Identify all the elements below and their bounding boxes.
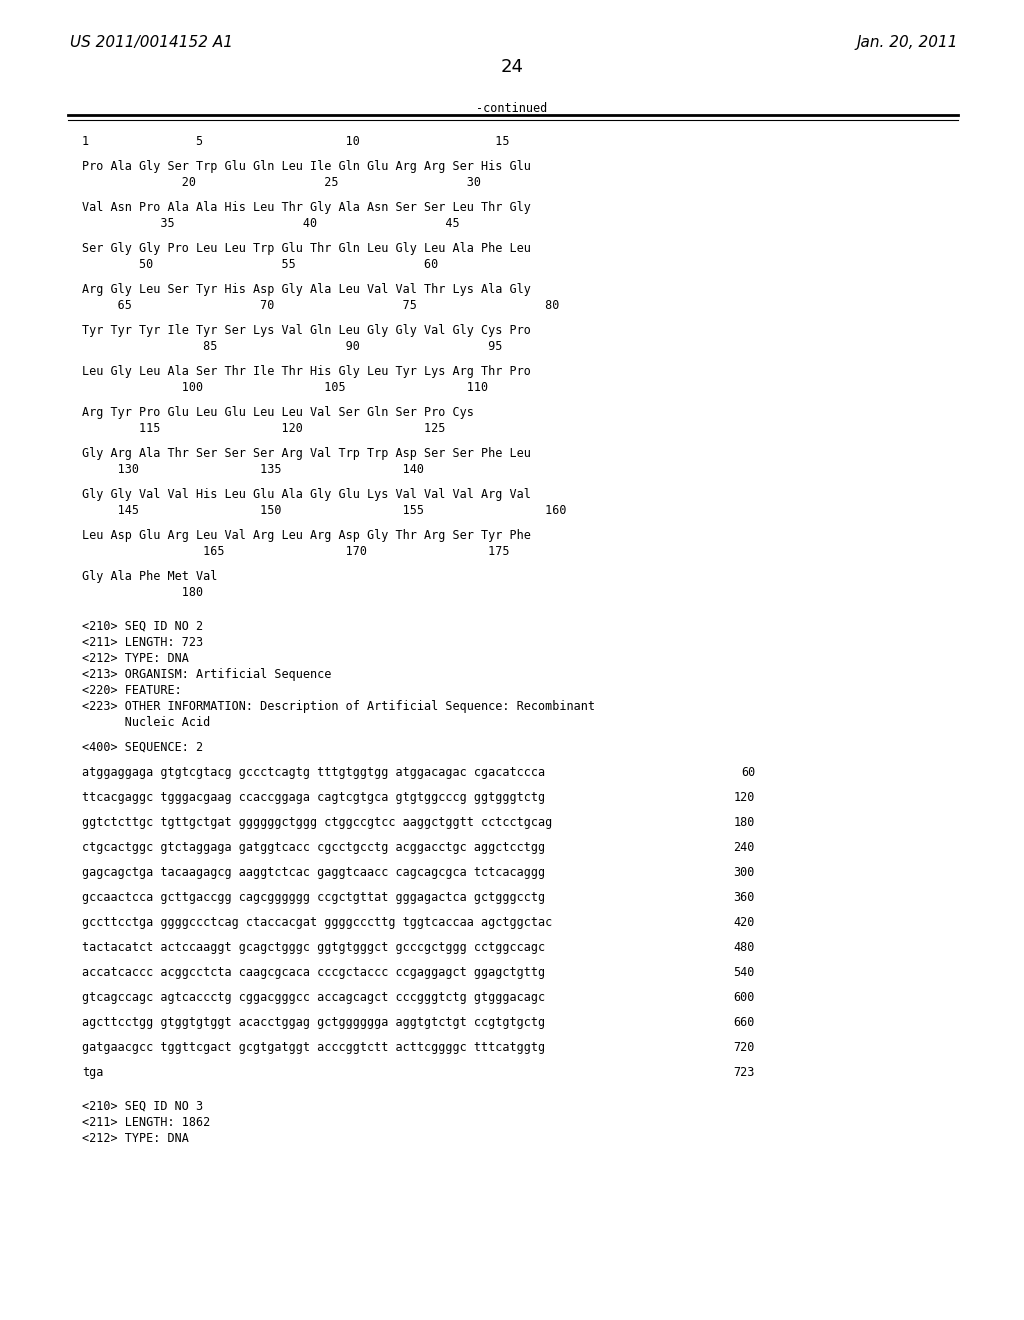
Text: 300: 300: [733, 866, 755, 879]
Text: 660: 660: [733, 1016, 755, 1030]
Text: ctgcactggc gtctaggaga gatggtcacc cgcctgcctg acggacctgc aggctcctgg: ctgcactggc gtctaggaga gatggtcacc cgcctgc…: [82, 841, 545, 854]
Text: 24: 24: [501, 58, 523, 77]
Text: 480: 480: [733, 941, 755, 954]
Text: 240: 240: [733, 841, 755, 854]
Text: accatcaccc acggcctcta caagcgcaca cccgctaccc ccgaggagct ggagctgttg: accatcaccc acggcctcta caagcgcaca cccgcta…: [82, 966, 545, 979]
Text: 65                  70                  75                  80: 65 70 75 80: [82, 300, 559, 312]
Text: 180: 180: [82, 586, 203, 599]
Text: gccttcctga ggggccctcag ctaccacgat ggggcccttg tggtcaccaa agctggctac: gccttcctga ggggccctcag ctaccacgat ggggcc…: [82, 916, 552, 929]
Text: gccaactcca gcttgaccgg cagcgggggg ccgctgttat gggagactca gctgggcctg: gccaactcca gcttgaccgg cagcgggggg ccgctgt…: [82, 891, 545, 904]
Text: Gly Ala Phe Met Val: Gly Ala Phe Met Val: [82, 570, 217, 583]
Text: <210> SEQ ID NO 2: <210> SEQ ID NO 2: [82, 620, 203, 634]
Text: 20                  25                  30: 20 25 30: [82, 176, 481, 189]
Text: US 2011/0014152 A1: US 2011/0014152 A1: [70, 36, 233, 50]
Text: <211> LENGTH: 723: <211> LENGTH: 723: [82, 636, 203, 649]
Text: 360: 360: [733, 891, 755, 904]
Text: Leu Asp Glu Arg Leu Val Arg Leu Arg Asp Gly Thr Arg Ser Tyr Phe: Leu Asp Glu Arg Leu Val Arg Leu Arg Asp …: [82, 529, 530, 543]
Text: <210> SEQ ID NO 3: <210> SEQ ID NO 3: [82, 1100, 203, 1113]
Text: Pro Ala Gly Ser Trp Glu Gln Leu Ile Gln Glu Arg Arg Ser His Glu: Pro Ala Gly Ser Trp Glu Gln Leu Ile Gln …: [82, 160, 530, 173]
Text: 85                  90                  95: 85 90 95: [82, 341, 503, 352]
Text: tactacatct actccaaggt gcagctgggc ggtgtgggct gcccgctggg cctggccagc: tactacatct actccaaggt gcagctgggc ggtgtgg…: [82, 941, 545, 954]
Text: Val Asn Pro Ala Ala His Leu Thr Gly Ala Asn Ser Ser Leu Thr Gly: Val Asn Pro Ala Ala His Leu Thr Gly Ala …: [82, 201, 530, 214]
Text: 180: 180: [733, 816, 755, 829]
Text: 60: 60: [740, 766, 755, 779]
Text: Arg Tyr Pro Glu Leu Glu Leu Leu Val Ser Gln Ser Pro Cys: Arg Tyr Pro Glu Leu Glu Leu Leu Val Ser …: [82, 407, 474, 418]
Text: <212> TYPE: DNA: <212> TYPE: DNA: [82, 652, 188, 665]
Text: 50                  55                  60: 50 55 60: [82, 257, 438, 271]
Text: Gly Gly Val Val His Leu Glu Ala Gly Glu Lys Val Val Val Arg Val: Gly Gly Val Val His Leu Glu Ala Gly Glu …: [82, 488, 530, 502]
Text: 100                 105                 110: 100 105 110: [82, 381, 488, 393]
Text: 720: 720: [733, 1041, 755, 1053]
Text: <400> SEQUENCE: 2: <400> SEQUENCE: 2: [82, 741, 203, 754]
Text: 120: 120: [733, 791, 755, 804]
Text: gagcagctga tacaagagcg aaggtctcac gaggtcaacc cagcagcgca tctcacaggg: gagcagctga tacaagagcg aaggtctcac gaggtca…: [82, 866, 545, 879]
Text: atggaggaga gtgtcgtacg gccctcagtg tttgtggtgg atggacagac cgacatccca: atggaggaga gtgtcgtacg gccctcagtg tttgtgg…: [82, 766, 545, 779]
Text: <213> ORGANISM: Artificial Sequence: <213> ORGANISM: Artificial Sequence: [82, 668, 332, 681]
Text: Arg Gly Leu Ser Tyr His Asp Gly Ala Leu Val Val Thr Lys Ala Gly: Arg Gly Leu Ser Tyr His Asp Gly Ala Leu …: [82, 282, 530, 296]
Text: 130                 135                 140: 130 135 140: [82, 463, 424, 477]
Text: <211> LENGTH: 1862: <211> LENGTH: 1862: [82, 1115, 210, 1129]
Text: Leu Gly Leu Ala Ser Thr Ile Thr His Gly Leu Tyr Lys Arg Thr Pro: Leu Gly Leu Ala Ser Thr Ile Thr His Gly …: [82, 366, 530, 378]
Text: Tyr Tyr Tyr Ile Tyr Ser Lys Val Gln Leu Gly Gly Val Gly Cys Pro: Tyr Tyr Tyr Ile Tyr Ser Lys Val Gln Leu …: [82, 323, 530, 337]
Text: -continued: -continued: [476, 102, 548, 115]
Text: Nucleic Acid: Nucleic Acid: [82, 715, 210, 729]
Text: tga: tga: [82, 1067, 103, 1078]
Text: ttcacgaggc tgggacgaag ccaccggaga cagtcgtgca gtgtggcccg ggtgggtctg: ttcacgaggc tgggacgaag ccaccggaga cagtcgt…: [82, 791, 545, 804]
Text: 600: 600: [733, 991, 755, 1005]
Text: Ser Gly Gly Pro Leu Leu Trp Glu Thr Gln Leu Gly Leu Ala Phe Leu: Ser Gly Gly Pro Leu Leu Trp Glu Thr Gln …: [82, 242, 530, 255]
Text: Jan. 20, 2011: Jan. 20, 2011: [856, 36, 958, 50]
Text: 540: 540: [733, 966, 755, 979]
Text: 1               5                    10                   15: 1 5 10 15: [82, 135, 510, 148]
Text: <212> TYPE: DNA: <212> TYPE: DNA: [82, 1133, 188, 1144]
Text: ggtctcttgc tgttgctgat ggggggctggg ctggccgtcc aaggctggtt cctcctgcag: ggtctcttgc tgttgctgat ggggggctggg ctggcc…: [82, 816, 552, 829]
Text: 115                 120                 125: 115 120 125: [82, 422, 445, 436]
Text: gatgaacgcc tggttcgact gcgtgatggt acccggtctt acttcggggc tttcatggtg: gatgaacgcc tggttcgact gcgtgatggt acccggt…: [82, 1041, 545, 1053]
Text: Gly Arg Ala Thr Ser Ser Ser Arg Val Trp Trp Asp Ser Ser Phe Leu: Gly Arg Ala Thr Ser Ser Ser Arg Val Trp …: [82, 447, 530, 459]
Text: <223> OTHER INFORMATION: Description of Artificial Sequence: Recombinant: <223> OTHER INFORMATION: Description of …: [82, 700, 595, 713]
Text: 723: 723: [733, 1067, 755, 1078]
Text: 420: 420: [733, 916, 755, 929]
Text: agcttcctgg gtggtgtggt acacctggag gctgggggga aggtgtctgt ccgtgtgctg: agcttcctgg gtggtgtggt acacctggag gctgggg…: [82, 1016, 545, 1030]
Text: 35                  40                  45: 35 40 45: [82, 216, 460, 230]
Text: 165                 170                 175: 165 170 175: [82, 545, 510, 558]
Text: <220> FEATURE:: <220> FEATURE:: [82, 684, 181, 697]
Text: 145                 150                 155                 160: 145 150 155 160: [82, 504, 566, 517]
Text: gtcagccagc agtcaccctg cggacgggcc accagcagct cccgggtctg gtgggacagc: gtcagccagc agtcaccctg cggacgggcc accagca…: [82, 991, 545, 1005]
